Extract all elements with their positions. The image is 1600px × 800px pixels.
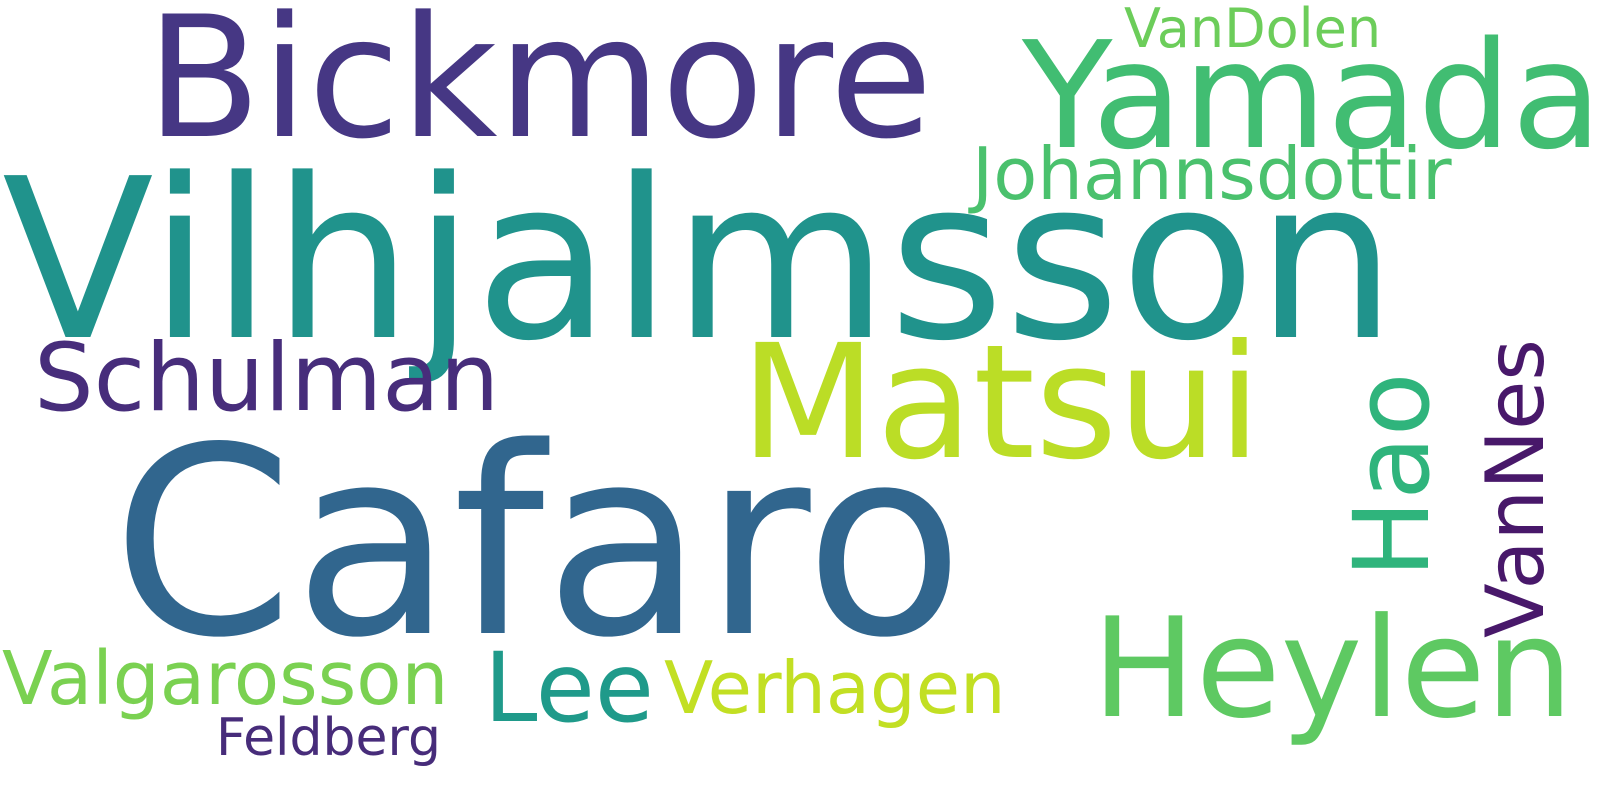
word-cafaro: Cafaro	[112, 393, 964, 695]
word-vannes: VanNes	[1469, 339, 1562, 638]
word-matsui: Matsui	[740, 311, 1262, 495]
word-yamada: Yamada	[1022, 10, 1600, 182]
word-vandolen: VanDolen	[1124, 0, 1382, 60]
word-hao: Hao	[1331, 372, 1453, 578]
word-vilhjalmsson: Vilhjalmsson	[2, 132, 1397, 390]
word-verhagen: Verhagen	[664, 646, 1006, 730]
word-johannsdottir: Johannsdottir	[972, 132, 1452, 216]
word-feldberg: Feldberg	[216, 708, 441, 768]
word-lee: Lee	[484, 632, 654, 744]
word-bickmore: Bickmore	[146, 0, 933, 176]
word-heylen: Heylen	[1092, 588, 1574, 749]
word-valgarosson: Valgarosson	[2, 636, 449, 722]
word-schulman: Schulman	[34, 324, 500, 433]
